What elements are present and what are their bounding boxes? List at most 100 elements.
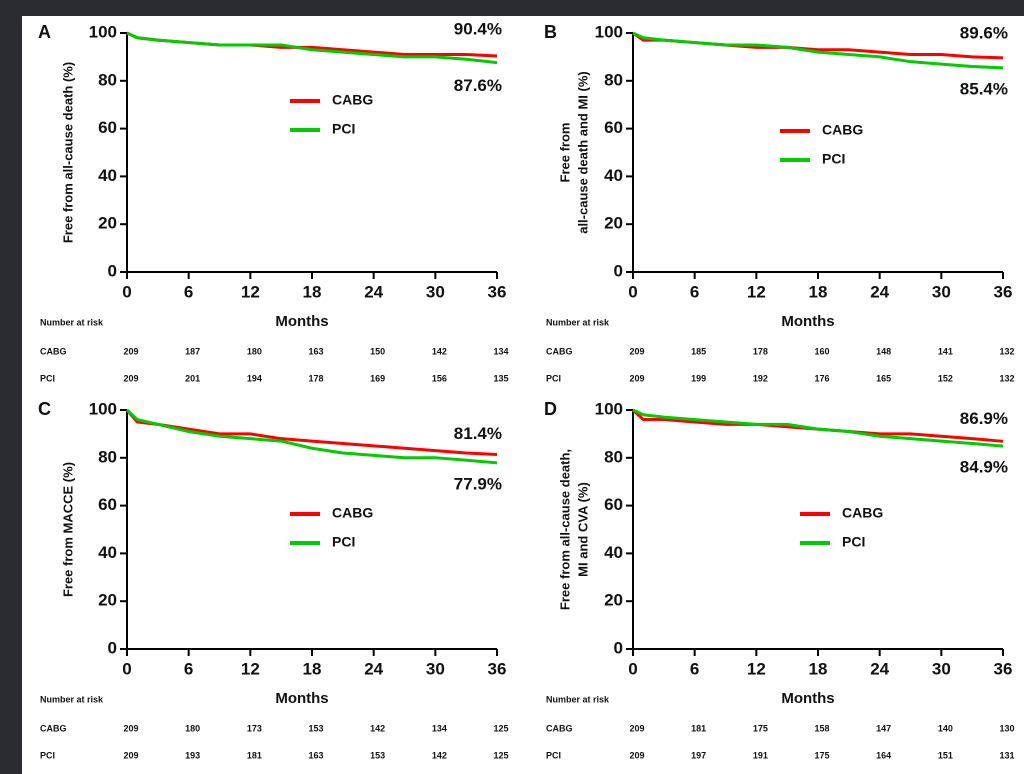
risk-count: 152 <box>938 373 953 383</box>
risk-count: 178 <box>308 373 323 383</box>
risk-count: 125 <box>493 750 508 760</box>
y-tick-label: 20 <box>604 214 623 233</box>
risk-count: 175 <box>753 723 768 733</box>
end-label: 81.4% <box>454 424 502 443</box>
survival-line <box>632 31 1004 70</box>
risk-count: 134 <box>432 723 447 733</box>
risk-count: 132 <box>999 373 1014 383</box>
legend-label: CABG <box>822 122 863 138</box>
risk-count: 151 <box>938 750 953 760</box>
y-tick-label: 100 <box>595 399 623 418</box>
risk-count: 160 <box>814 346 829 356</box>
risk-title: Number at risk <box>40 694 104 704</box>
y-tick-label: 60 <box>604 495 623 514</box>
y-tick-label: 100 <box>89 22 117 41</box>
risk-count: 199 <box>691 373 706 383</box>
risk-count: 201 <box>185 373 200 383</box>
risk-count: 142 <box>432 346 447 356</box>
y-axis-label: Free from all-cause death (%) <box>60 62 75 243</box>
risk-row-label: PCI <box>40 750 55 760</box>
y-tick-label: 40 <box>98 166 117 185</box>
risk-count: 164 <box>876 750 891 760</box>
x-tick-label: 24 <box>364 659 383 678</box>
risk-count: 209 <box>123 750 138 760</box>
risk-row-label: CABG <box>40 346 67 356</box>
risk-count: 163 <box>308 750 323 760</box>
risk-count: 148 <box>876 346 891 356</box>
x-tick-label: 30 <box>932 659 951 678</box>
x-tick-label: 0 <box>628 282 637 301</box>
risk-count: 150 <box>370 346 385 356</box>
x-axis-label: Months <box>781 313 834 330</box>
y-axis-label: all-cause death and MI (%) <box>575 71 590 234</box>
background <box>22 16 1024 774</box>
y-tick-label: 60 <box>604 118 623 137</box>
y-tick-label: 0 <box>108 638 117 657</box>
x-tick-label: 24 <box>870 659 889 678</box>
x-tick-label: 36 <box>488 282 507 301</box>
x-tick-label: 18 <box>303 282 322 301</box>
risk-count: 132 <box>999 346 1014 356</box>
x-tick-label: 12 <box>241 659 260 678</box>
x-tick-label: 0 <box>122 659 131 678</box>
risk-row-label: PCI <box>546 373 561 383</box>
y-tick-label: 80 <box>98 70 117 89</box>
risk-row-label: CABG <box>546 723 573 733</box>
risk-count: 131 <box>999 750 1014 760</box>
risk-count: 135 <box>493 373 508 383</box>
legend-label: PCI <box>332 534 355 550</box>
y-tick-label: 80 <box>98 447 117 466</box>
x-tick-label: 24 <box>870 282 889 301</box>
x-tick-label: 12 <box>747 659 766 678</box>
x-tick-label: 18 <box>809 659 828 678</box>
x-tick-label: 6 <box>184 282 193 301</box>
y-tick-label: 100 <box>89 399 117 418</box>
x-tick-label: 0 <box>628 659 637 678</box>
risk-count: 209 <box>629 750 644 760</box>
legend-label: PCI <box>332 121 355 137</box>
survival-line <box>632 408 1004 448</box>
x-axis-label: Months <box>275 313 328 330</box>
end-label: 85.4% <box>960 79 1008 98</box>
risk-count: 175 <box>814 750 829 760</box>
x-tick-label: 6 <box>184 659 193 678</box>
risk-count: 125 <box>493 723 508 733</box>
risk-row-label: PCI <box>40 373 55 383</box>
x-tick-label: 12 <box>241 282 260 301</box>
risk-title: Number at risk <box>546 694 610 704</box>
x-axis-label: Months <box>781 690 834 707</box>
risk-count: 209 <box>629 373 644 383</box>
y-tick-label: 40 <box>604 166 623 185</box>
risk-count: 181 <box>247 750 262 760</box>
risk-count: 209 <box>123 373 138 383</box>
risk-count: 176 <box>814 373 829 383</box>
risk-count: 140 <box>938 723 953 733</box>
risk-count: 180 <box>247 346 262 356</box>
end-label: 77.9% <box>454 474 502 493</box>
legend-label: PCI <box>822 151 845 167</box>
x-tick-label: 6 <box>690 659 699 678</box>
risk-count: 191 <box>753 750 768 760</box>
y-axis-label: Free from MACCE (%) <box>60 462 75 597</box>
y-tick-label: 0 <box>614 261 623 280</box>
risk-count: 209 <box>123 346 138 356</box>
y-tick-label: 0 <box>614 638 623 657</box>
end-label: 87.6% <box>454 76 502 95</box>
panel-label: B <box>544 22 557 42</box>
end-label: 89.6% <box>960 23 1008 42</box>
y-axis-label: MI and CVA (%) <box>575 482 590 577</box>
risk-count: 134 <box>493 346 508 356</box>
risk-count: 187 <box>185 346 200 356</box>
x-tick-label: 30 <box>426 659 445 678</box>
risk-count: 209 <box>629 723 644 733</box>
x-tick-label: 24 <box>364 282 383 301</box>
y-tick-label: 0 <box>108 261 117 280</box>
risk-row-label: CABG <box>40 723 67 733</box>
x-tick-label: 0 <box>122 282 131 301</box>
risk-count: 153 <box>370 750 385 760</box>
y-tick-label: 20 <box>604 591 623 610</box>
risk-count: 194 <box>247 373 262 383</box>
risk-count: 158 <box>814 723 829 733</box>
